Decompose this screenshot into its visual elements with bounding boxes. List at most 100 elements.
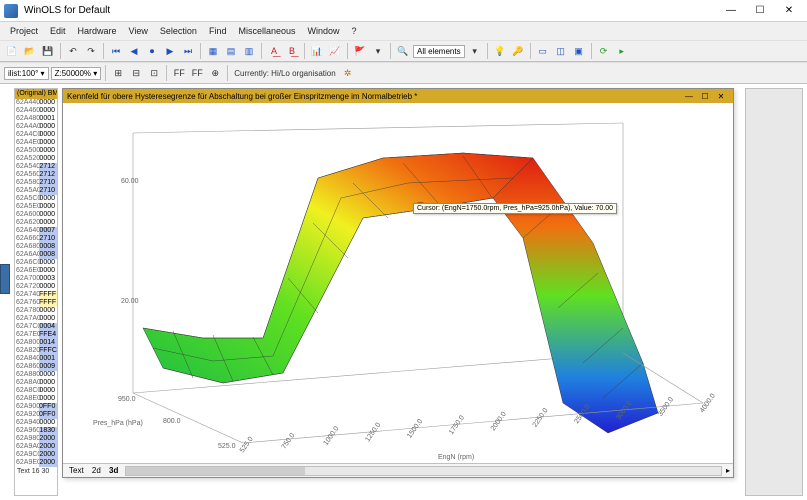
- nav-next-icon[interactable]: ▶: [162, 43, 178, 59]
- hex-row[interactable]: 62A8C00000: [15, 387, 57, 395]
- win2-icon[interactable]: ◫: [553, 43, 569, 59]
- chart2-icon[interactable]: 📈: [327, 43, 343, 59]
- hex-row[interactable]: 62A7800000: [15, 307, 57, 315]
- hex-row[interactable]: 62A6400007: [15, 227, 57, 235]
- hex-row[interactable]: 62A9000FF0: [15, 403, 57, 411]
- tb2-ff2[interactable]: FF: [189, 65, 205, 81]
- scroll-right-icon[interactable]: ▸: [726, 466, 730, 475]
- hex-row[interactable]: 62A6E00000: [15, 267, 57, 275]
- hex-row[interactable]: 62A7200000: [15, 283, 57, 291]
- left-dock-handle[interactable]: [0, 264, 10, 294]
- hex-row[interactable]: 62A8800000: [15, 371, 57, 379]
- hex-row[interactable]: 62A760FFFF: [15, 299, 57, 307]
- hex-row[interactable]: 62A9802000: [15, 435, 57, 443]
- child-maximize-button[interactable]: ☐: [697, 92, 713, 101]
- hex-row[interactable]: 62A6000000: [15, 211, 57, 219]
- hex-row[interactable]: 62A9601830: [15, 427, 57, 435]
- hex-row[interactable]: 62A8000014: [15, 339, 57, 347]
- hex-row[interactable]: 62A9C02000: [15, 451, 57, 459]
- hex-row[interactable]: 62A4800001: [15, 115, 57, 123]
- hex-list[interactable]: (Original) BMW 62A440000062A460000062A48…: [14, 88, 58, 496]
- menu-find[interactable]: Find: [203, 24, 233, 38]
- hex-row[interactable]: 62A8E00000: [15, 395, 57, 403]
- tab-2d[interactable]: 2d: [89, 466, 104, 475]
- hex-row[interactable]: 62A5802710: [15, 179, 57, 187]
- hex-row[interactable]: 62A9A02000: [15, 443, 57, 451]
- child-hscroll[interactable]: [125, 466, 722, 476]
- hex-row[interactable]: 62A6602710: [15, 235, 57, 243]
- win3-icon[interactable]: ▣: [571, 43, 587, 59]
- hex-row[interactable]: 62A5A02710: [15, 187, 57, 195]
- menu-hardware[interactable]: Hardware: [72, 24, 123, 38]
- grid2-icon[interactable]: ▤: [223, 43, 239, 59]
- child-close-button[interactable]: ✕: [713, 92, 729, 101]
- list-field[interactable]: ilist:100° ▾: [4, 67, 49, 80]
- hex-row[interactable]: 62A7A00000: [15, 315, 57, 323]
- new-icon[interactable]: 📄: [4, 43, 20, 59]
- tab-3d[interactable]: 3d: [106, 466, 121, 475]
- hex-row[interactable]: 62A9400000: [15, 419, 57, 427]
- grid3-icon[interactable]: ▥: [241, 43, 257, 59]
- redo-icon[interactable]: ↷: [83, 43, 99, 59]
- hex-row[interactable]: 62A9E02000: [15, 459, 57, 467]
- hex-row[interactable]: 62A820FFFC: [15, 347, 57, 355]
- hex-row[interactable]: 62A6200000: [15, 219, 57, 227]
- nav-rec-icon[interactable]: ⏺: [144, 43, 160, 59]
- refresh-icon[interactable]: ⟳: [596, 43, 612, 59]
- hex-row[interactable]: 62A8400001: [15, 355, 57, 363]
- hex-row[interactable]: 62A8600009: [15, 363, 57, 371]
- dd-all-icon[interactable]: ▾: [467, 43, 483, 59]
- menu-help[interactable]: ?: [346, 24, 363, 38]
- hex-row[interactable]: 62A7C00004: [15, 323, 57, 331]
- menu-view[interactable]: View: [123, 24, 154, 38]
- hex-row[interactable]: 62A4E00000: [15, 139, 57, 147]
- chart-icon[interactable]: 📊: [309, 43, 325, 59]
- menu-window[interactable]: Window: [301, 24, 345, 38]
- child-minimize-button[interactable]: —: [681, 92, 697, 101]
- minimize-button[interactable]: —: [717, 2, 745, 20]
- tb2-btn2[interactable]: ⊟: [128, 65, 144, 81]
- hex-row[interactable]: 62A5C00000: [15, 195, 57, 203]
- tb2-btn3[interactable]: ⊡: [146, 65, 162, 81]
- nav-first-icon[interactable]: ⏮: [108, 43, 124, 59]
- flag-icon[interactable]: 🚩: [352, 43, 368, 59]
- tab-text[interactable]: Text: [66, 466, 87, 475]
- maximize-button[interactable]: ☐: [746, 2, 774, 20]
- hex-row[interactable]: 62A740FFFF: [15, 291, 57, 299]
- tb2-btn1[interactable]: ⊞: [110, 65, 126, 81]
- hex-row[interactable]: 62A6A00008: [15, 251, 57, 259]
- hex-row[interactable]: 62A4600000: [15, 107, 57, 115]
- hex-row[interactable]: 62A5602712: [15, 171, 57, 179]
- chart-3d[interactable]: 60.00 20.00: [63, 103, 733, 463]
- hex-row[interactable]: 62A6800008: [15, 243, 57, 251]
- nav-last-icon[interactable]: ⏭: [180, 43, 196, 59]
- tb2-gear-icon[interactable]: ✲: [340, 65, 356, 81]
- key-icon[interactable]: 🔑: [510, 43, 526, 59]
- hex-row[interactable]: 62A5402712: [15, 163, 57, 171]
- win1-icon[interactable]: ▭: [535, 43, 551, 59]
- hex-row[interactable]: 62A6C00000: [15, 259, 57, 267]
- zoom-field[interactable]: Z:50000% ▾: [51, 67, 102, 80]
- marker-b-icon[interactable]: B͟: [284, 43, 300, 59]
- close-button[interactable]: ✕: [775, 2, 803, 20]
- grid1-icon[interactable]: ▦: [205, 43, 221, 59]
- tb2-ff1[interactable]: FF: [171, 65, 187, 81]
- hex-row[interactable]: 62A4C00000: [15, 131, 57, 139]
- menu-miscellaneous[interactable]: Miscellaneous: [232, 24, 301, 38]
- marker-a-icon[interactable]: A͟: [266, 43, 282, 59]
- undo-icon[interactable]: ↶: [65, 43, 81, 59]
- hex-row[interactable]: 62A4400000: [15, 99, 57, 107]
- zoom-in-icon[interactable]: 🔍: [395, 43, 411, 59]
- hex-row[interactable]: 62A5000000: [15, 147, 57, 155]
- bulb-icon[interactable]: 💡: [492, 43, 508, 59]
- hex-row[interactable]: 62A8A00000: [15, 379, 57, 387]
- hex-row[interactable]: 62A5200000: [15, 155, 57, 163]
- hex-row[interactable]: 62A5E00000: [15, 203, 57, 211]
- flag-dn-icon[interactable]: ▾: [370, 43, 386, 59]
- hex-row[interactable]: 62A9200FF0: [15, 411, 57, 419]
- hex-row[interactable]: 62A4A00000: [15, 123, 57, 131]
- tb2-ff3[interactable]: ⊕: [207, 65, 223, 81]
- hex-row[interactable]: 62A7000003: [15, 275, 57, 283]
- save-icon[interactable]: 💾: [40, 43, 56, 59]
- play-icon[interactable]: ▸: [614, 43, 630, 59]
